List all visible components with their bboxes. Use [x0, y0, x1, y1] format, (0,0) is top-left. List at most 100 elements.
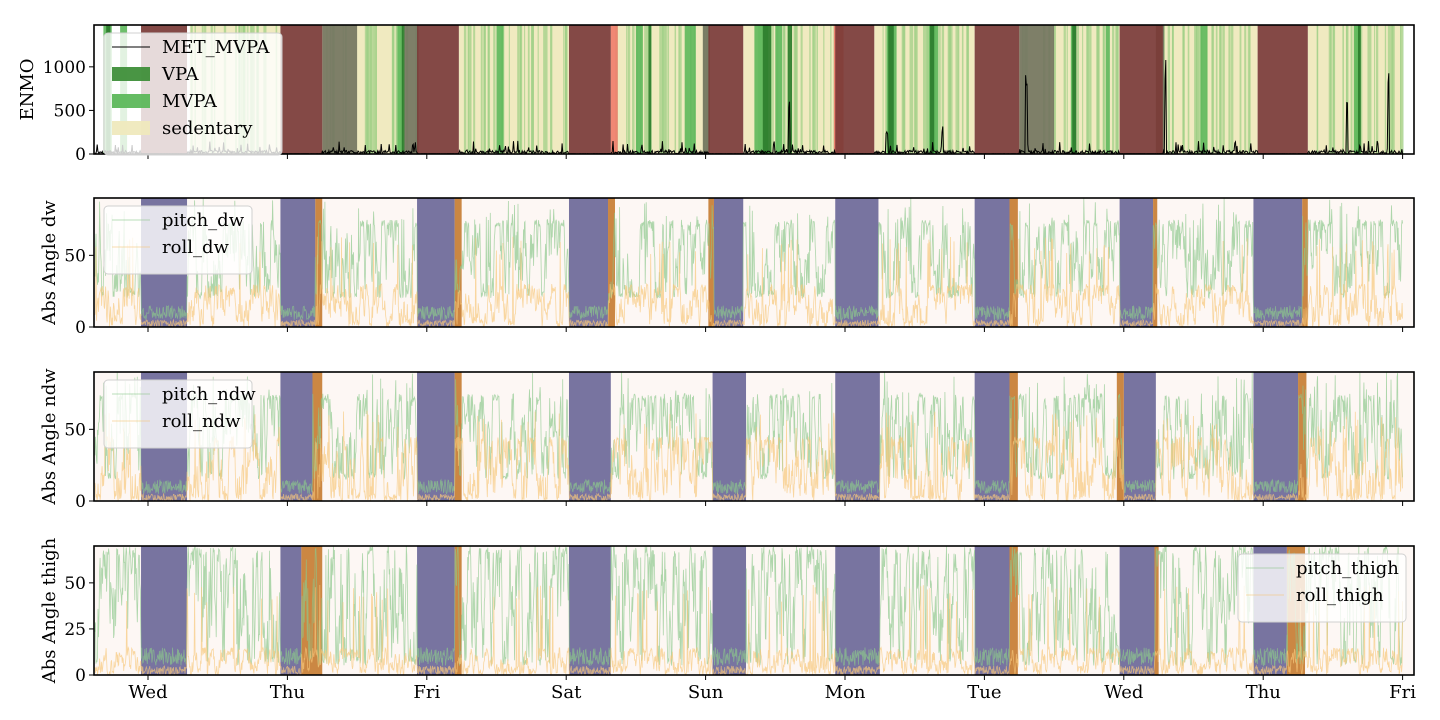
band-mvpa-stripe: [1054, 25, 1057, 154]
y-tick-label: 25: [64, 620, 86, 640]
legend-label: pitch_dw: [162, 210, 245, 231]
band-mvpa-5: [684, 25, 696, 154]
band-mvpa-stripe: [679, 25, 682, 154]
band-mvpa-stripe: [1112, 25, 1115, 154]
band-mvpa-stripe: [1182, 25, 1185, 154]
band-mvpa-stripe: [366, 25, 369, 154]
legend-label: roll_ndw: [162, 411, 241, 432]
band-mvpa-stripe: [1228, 25, 1231, 154]
band-sleep-5: [835, 198, 879, 327]
band-mvpa-stripe: [813, 25, 815, 154]
band-transition-5: [1153, 198, 1158, 327]
band-mvpa-stripe: [1342, 25, 1345, 154]
band-mvpa-stripe: [924, 25, 927, 154]
band-sleep-5: [835, 25, 875, 154]
band-mvpa-stripe: [948, 25, 951, 154]
band-mvpa-stripe: [786, 25, 789, 154]
band-mvpa-stripe: [1102, 25, 1106, 154]
band-mvpa-stripe: [941, 25, 945, 154]
band-mvpa-stripe: [369, 25, 372, 154]
band-mvpa-stripe: [966, 25, 969, 154]
band-mvpa-stripe: [1244, 25, 1247, 154]
x-tick-label: Mon: [825, 682, 866, 703]
axes-frame-thigh: [93, 545, 1415, 676]
band-sleep-1: [280, 198, 316, 327]
band-mvpa-stripe: [947, 25, 950, 154]
band-mvpa-2: [397, 25, 404, 154]
band-mvpa-stripe: [885, 25, 888, 154]
legend-box: [1237, 553, 1407, 623]
y-tick-label: 50: [64, 246, 86, 266]
legend-ndw: pitch_ndw roll_ndw: [103, 379, 256, 449]
x-tick-label: Wed: [128, 682, 167, 703]
band-sedentary-2: [458, 25, 569, 154]
band-mvpa-stripe: [882, 25, 884, 154]
band-mvpa-stripe: [1215, 25, 1218, 154]
band-mvpa-stripe: [1194, 25, 1197, 154]
band-mvpa-stripe: [903, 25, 906, 154]
y-tick-label: 1000: [43, 58, 86, 78]
y-tick-label: 0: [75, 666, 86, 686]
legend-label: VPA: [161, 64, 199, 85]
band-mvpa-11: [1105, 25, 1110, 154]
band-mvpa-stripe: [1096, 25, 1099, 154]
band-mvpa-13: [1353, 25, 1361, 154]
band-mvpa-stripe: [795, 25, 798, 154]
band-mvpa-stripe: [371, 25, 373, 154]
band-mvpa-stripe: [1330, 25, 1332, 154]
x-tick-label: Sat: [551, 682, 582, 703]
band-mvpa-stripe: [911, 25, 914, 154]
band-mvpa-stripe: [487, 25, 491, 154]
band-mvpa-stripe: [1375, 25, 1379, 154]
plot-area-ndw: [94, 372, 1414, 501]
band-mvpa-4: [635, 25, 643, 154]
band-mvpa-stripe: [470, 25, 472, 154]
band-mvpa-stripe: [364, 25, 367, 154]
y-tick-label: 500: [54, 101, 86, 121]
band-mvpa-stripe: [909, 25, 912, 154]
x-tick-label: Fri: [1389, 682, 1416, 703]
band-mvpa-stripe: [463, 25, 467, 154]
band-mvpa-stripe: [823, 25, 825, 154]
band-sleep-6: [974, 198, 1010, 327]
band-mvpa-stripe: [1077, 25, 1080, 154]
band-mvpa-stripe: [1393, 25, 1395, 154]
band-grey-2: [702, 25, 710, 154]
band-mvpa-stripe: [1196, 25, 1199, 154]
legend-label: MET_MVPA: [162, 37, 270, 58]
band-mvpa-stripe: [1374, 25, 1376, 154]
band-vpa-8: [1357, 25, 1361, 154]
y-axis-label-ndw: Abs Angle ndw: [39, 368, 60, 506]
band-mvpa-stripe: [1167, 25, 1171, 154]
band-mvpa-stripe: [1089, 25, 1092, 154]
band-sedentary-7: [1162, 25, 1258, 154]
y-axis-label-enmo: ENMO: [17, 58, 38, 120]
band-vpa-2: [648, 25, 652, 154]
series-roll-ndw-line: [94, 410, 1403, 501]
band-mvpa-stripe: [830, 25, 832, 154]
band-mvpa-stripe: [1360, 25, 1363, 154]
band-mvpa-stripe: [923, 25, 925, 154]
band-vpa-7: [1072, 25, 1077, 154]
legend-dw: pitch_dw roll_dw: [103, 205, 253, 275]
band-sleep-1: [280, 372, 313, 501]
band-mvpa-stripe: [1346, 25, 1349, 154]
band-mvpa-stripe: [800, 25, 803, 154]
band-mvpa-stripe: [950, 25, 953, 154]
band-grey-3: [1019, 25, 1055, 154]
legend-box: [103, 379, 253, 449]
band-mvpa-stripe: [1087, 25, 1090, 154]
band-mvpa-stripe: [1220, 25, 1222, 154]
band-vpa-3: [762, 25, 772, 154]
band-mvpa-stripe: [524, 25, 526, 154]
band-mvpa-stripe: [545, 25, 548, 154]
band-mvpa-stripe: [1231, 25, 1234, 154]
plot-area-enmo: [94, 25, 1414, 154]
band-mvpa-stripe: [913, 25, 917, 154]
band-mvpa-stripe: [627, 25, 629, 154]
band-mvpa-stripe: [1247, 25, 1251, 154]
series-pitch-dw-line: [94, 198, 1403, 321]
band-mvpa-stripe: [508, 25, 510, 154]
